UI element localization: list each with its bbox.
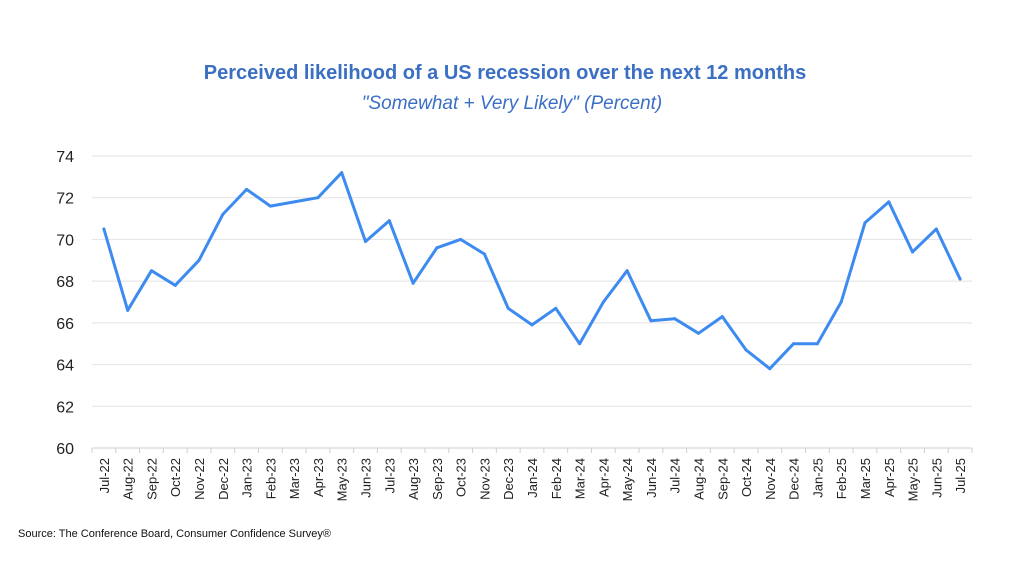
x-tick-label: Mar-24 bbox=[573, 458, 588, 499]
y-tick-label: 72 bbox=[56, 191, 74, 208]
data-point bbox=[459, 237, 463, 241]
data-series bbox=[102, 171, 962, 371]
x-tick-label: May-24 bbox=[620, 458, 635, 501]
x-tick-label: Feb-25 bbox=[834, 458, 849, 499]
data-point bbox=[340, 171, 344, 175]
x-tick-label: May-23 bbox=[335, 458, 350, 501]
y-tick-label: 60 bbox=[56, 441, 74, 458]
data-point bbox=[839, 300, 843, 304]
data-point bbox=[245, 187, 249, 191]
data-point bbox=[934, 227, 938, 231]
x-tick-label: Nov-24 bbox=[763, 458, 778, 500]
x-tick-label: Jun-25 bbox=[929, 458, 944, 498]
x-tick-label: Dec-22 bbox=[216, 458, 231, 500]
series-line bbox=[102, 171, 962, 371]
x-tick-label: Nov-23 bbox=[477, 458, 492, 500]
data-point bbox=[482, 252, 486, 256]
x-tick-label: Nov-22 bbox=[192, 458, 207, 500]
x-tick-label: Jul-25 bbox=[953, 458, 968, 493]
y-tick-label: 66 bbox=[56, 316, 74, 333]
y-tick-label: 62 bbox=[56, 399, 74, 416]
y-tick-label: 68 bbox=[56, 274, 74, 291]
x-tick-label: Jan-25 bbox=[810, 458, 825, 498]
x-tick-label: Jan-24 bbox=[525, 458, 540, 498]
data-point bbox=[696, 331, 700, 335]
x-tick-label: Sep-24 bbox=[715, 458, 730, 500]
data-point bbox=[958, 277, 962, 281]
x-tick-label: Aug-23 bbox=[406, 458, 421, 500]
data-point bbox=[792, 342, 796, 346]
data-point bbox=[554, 306, 558, 310]
x-tick-label: Aug-22 bbox=[121, 458, 136, 500]
data-point bbox=[506, 306, 510, 310]
x-tick-label: Jun-23 bbox=[359, 458, 374, 498]
data-point bbox=[126, 308, 130, 312]
data-point bbox=[411, 281, 415, 285]
x-tick-label: Apr-25 bbox=[882, 458, 897, 497]
x-tick-label: Feb-23 bbox=[263, 458, 278, 499]
source-note: Source: The Conference Board, Consumer C… bbox=[18, 528, 332, 540]
y-tick-label: 74 bbox=[56, 149, 74, 166]
x-tick-label: Jul-24 bbox=[668, 458, 683, 493]
x-tick-label: Oct-24 bbox=[739, 458, 754, 497]
data-point bbox=[530, 323, 534, 327]
x-tick-label: Jul-23 bbox=[382, 458, 397, 493]
data-point bbox=[435, 246, 439, 250]
data-point bbox=[292, 200, 296, 204]
x-tick-label: Jul-22 bbox=[97, 458, 112, 493]
data-point bbox=[221, 212, 225, 216]
data-point bbox=[268, 204, 272, 208]
chart-subtitle: "Somewhat + Very Likely" (Percent) bbox=[361, 93, 663, 114]
y-axis-tick-labels: 60 62 64 66 68 70 72 74 bbox=[56, 149, 74, 458]
x-tick-label: Apr-24 bbox=[596, 458, 611, 497]
data-point bbox=[197, 258, 201, 262]
x-tick-label: Dec-24 bbox=[787, 458, 802, 500]
data-point bbox=[149, 269, 153, 273]
data-point bbox=[649, 319, 653, 323]
data-point bbox=[364, 240, 368, 244]
x-tick-label: Aug-24 bbox=[691, 458, 706, 500]
x-tick-label: Jan-23 bbox=[240, 458, 255, 498]
data-point bbox=[911, 250, 915, 254]
x-tick-label: Feb-24 bbox=[549, 458, 564, 499]
data-point bbox=[316, 196, 320, 200]
data-point bbox=[815, 342, 819, 346]
data-point bbox=[102, 227, 106, 231]
data-point bbox=[720, 315, 724, 319]
x-tick-label: Dec-23 bbox=[501, 458, 516, 500]
x-tick-label: Oct-23 bbox=[454, 458, 469, 497]
x-tick-label: Oct-22 bbox=[168, 458, 183, 497]
x-tick-label: Mar-25 bbox=[858, 458, 873, 499]
x-tick-label: Apr-23 bbox=[311, 458, 326, 497]
data-point bbox=[863, 221, 867, 225]
x-tick-label: Jun-24 bbox=[644, 458, 659, 498]
x-tick-label: Mar-23 bbox=[287, 458, 302, 499]
x-tick-label: Sep-22 bbox=[144, 458, 159, 500]
data-point bbox=[601, 300, 605, 304]
gridlines bbox=[91, 155, 973, 453]
x-axis-tick-labels: Jul-22 Aug-22 Sep-22 Oct-22 Nov-22 Dec-22 Jan-… bbox=[97, 458, 968, 501]
data-point bbox=[673, 317, 677, 321]
data-point bbox=[173, 283, 177, 287]
y-tick-label: 70 bbox=[56, 232, 74, 249]
data-point bbox=[887, 200, 891, 204]
x-tick-label: May-25 bbox=[906, 458, 921, 501]
x-tick-label: Sep-23 bbox=[430, 458, 445, 500]
data-point bbox=[625, 269, 629, 273]
chart-title: Perceived likelihood of a US recession o… bbox=[203, 62, 807, 84]
data-point bbox=[387, 219, 391, 223]
y-tick-label: 64 bbox=[56, 358, 74, 375]
data-point bbox=[578, 342, 582, 346]
data-point bbox=[744, 348, 748, 352]
data-point bbox=[768, 367, 772, 371]
